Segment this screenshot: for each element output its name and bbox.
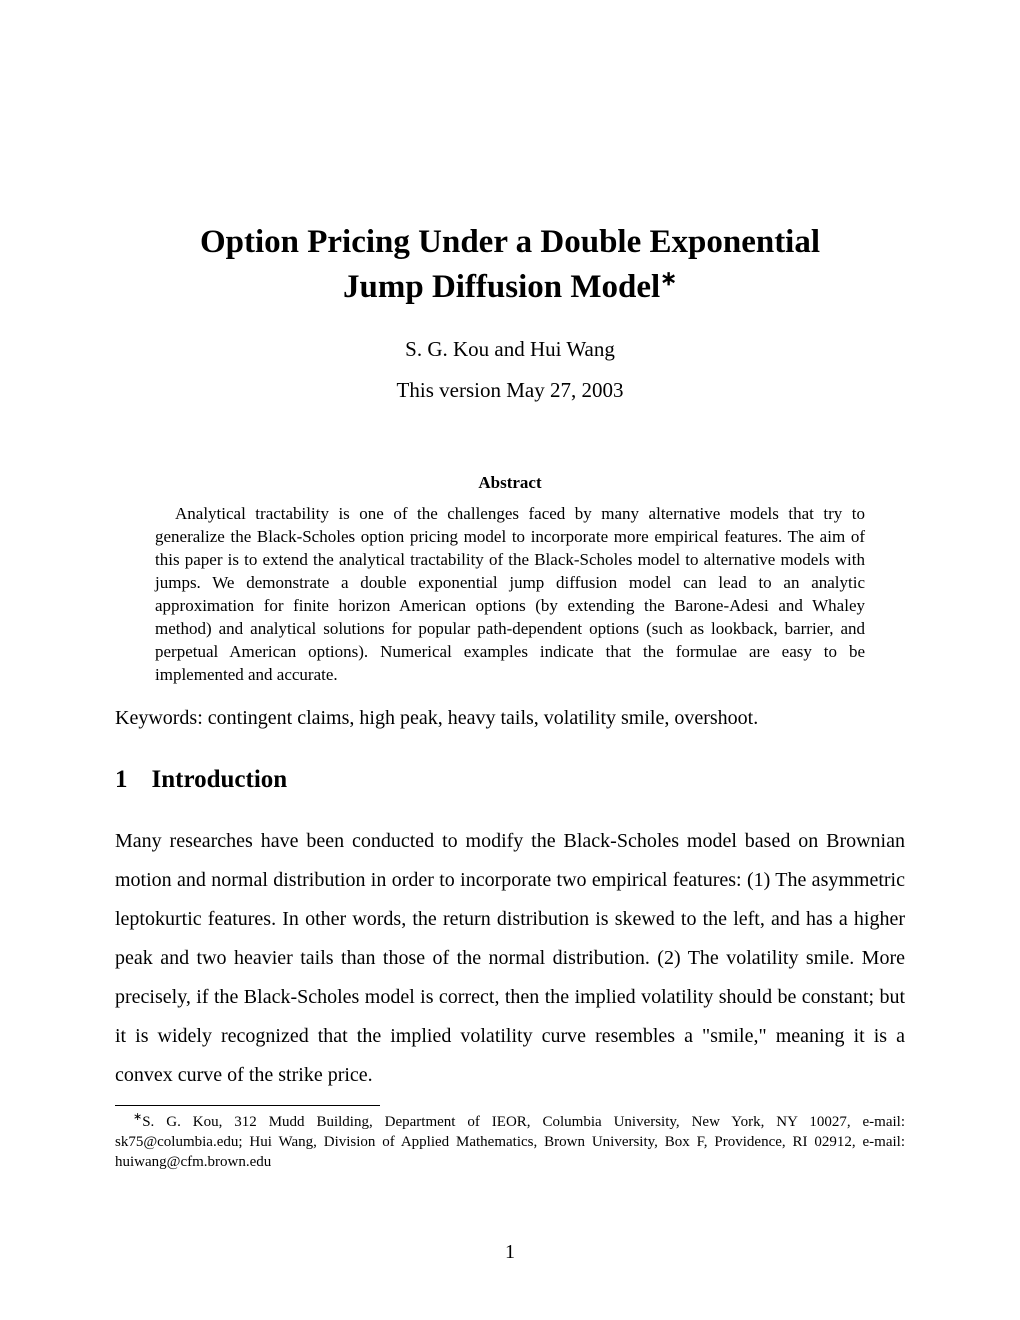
footnote: ∗S. G. Kou, 312 Mudd Building, Departmen… (115, 1110, 905, 1173)
paper-title: Option Pricing Under a Double Exponentia… (115, 220, 905, 309)
page-number: 1 (0, 1241, 1020, 1264)
body-paragraph: Many researches have been conducted to m… (115, 822, 905, 1095)
title-line-1: Option Pricing Under a Double Exponentia… (200, 224, 820, 260)
footnote-text: S. G. Kou, 312 Mudd Building, Department… (115, 1114, 905, 1171)
abstract-text: Analytical tractability is one of the ch… (155, 503, 865, 687)
title-line-2: Jump Diffusion Model (343, 269, 660, 305)
page: Option Pricing Under a Double Exponentia… (0, 0, 1020, 1320)
footnote-marker: ∗ (133, 1111, 142, 1123)
footnote-rule (115, 1105, 380, 1106)
section-number: 1 (115, 766, 128, 794)
section-title: Introduction (152, 766, 288, 793)
title-footnote-marker: ∗ (660, 268, 677, 290)
keywords: Keywords: contingent claims, high peak, … (115, 707, 905, 730)
version-date: This version May 27, 2003 (115, 378, 905, 403)
section-heading: 1 Introduction (115, 766, 905, 794)
abstract-heading: Abstract (115, 473, 905, 493)
authors: S. G. Kou and Hui Wang (115, 337, 905, 362)
